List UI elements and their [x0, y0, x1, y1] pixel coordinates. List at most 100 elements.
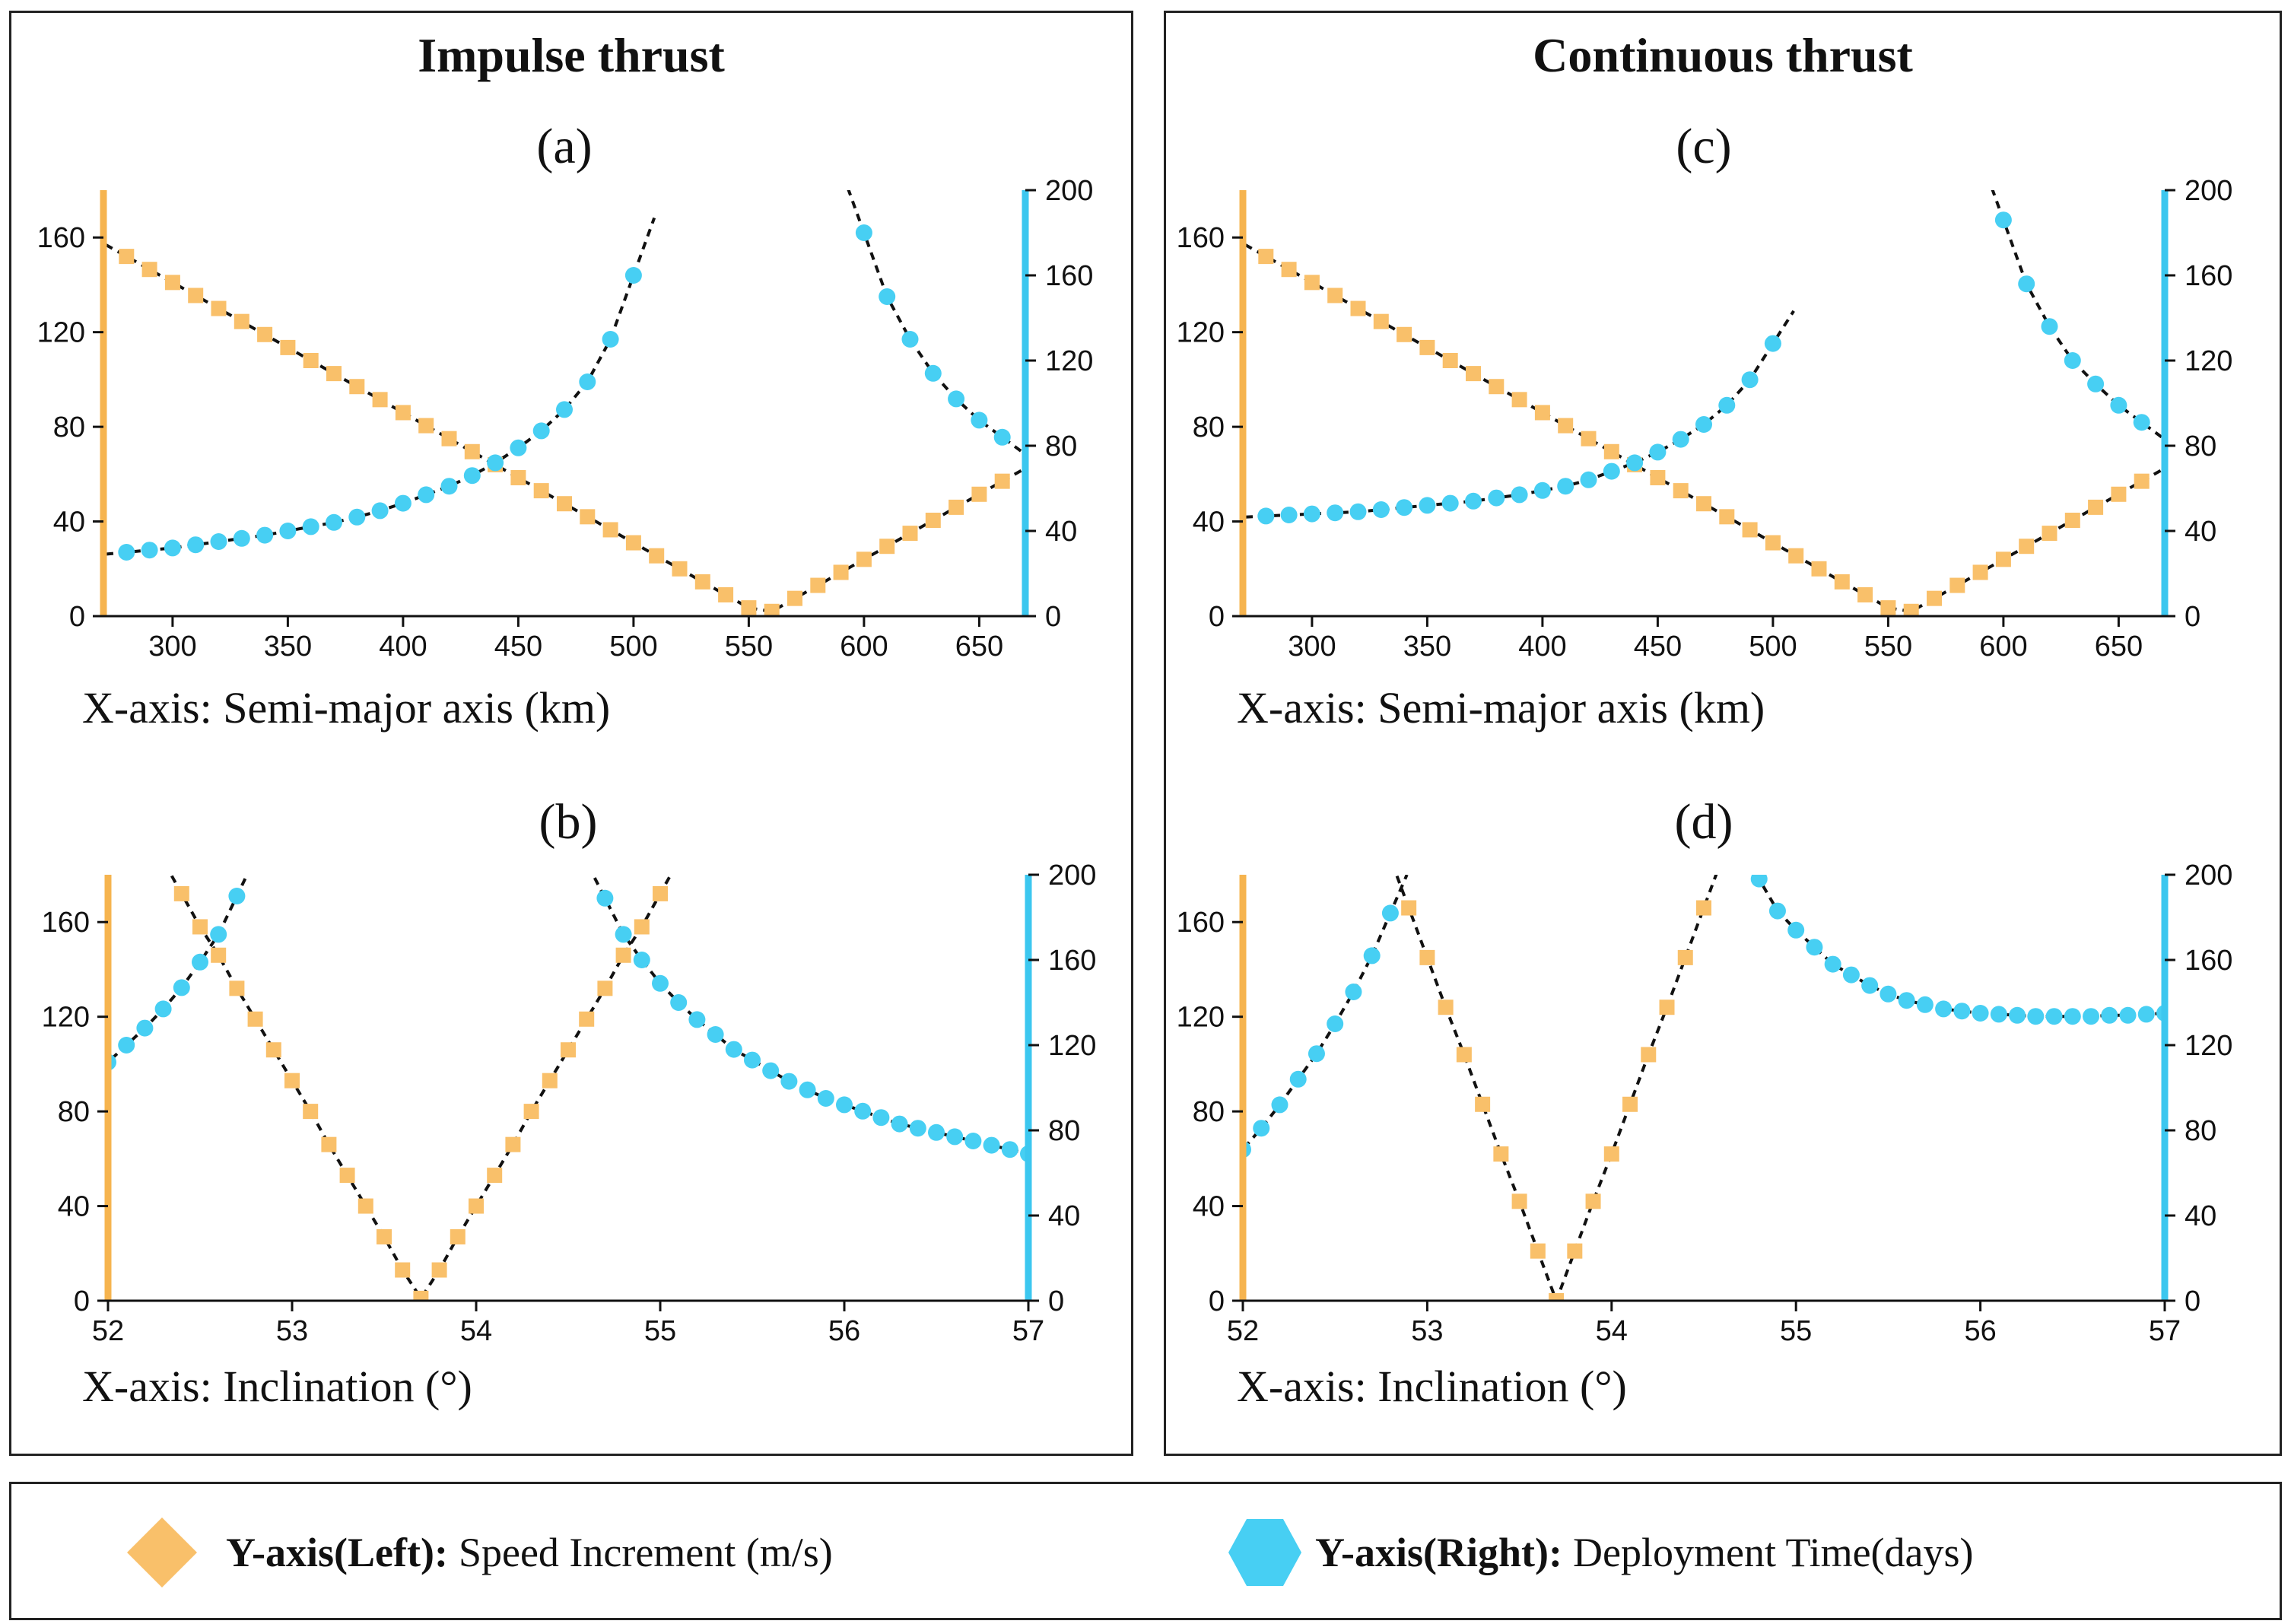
speed-point [764, 603, 780, 616]
y-left-tick-label: 0 [69, 601, 85, 633]
time-point [1750, 875, 1768, 888]
speed-point [902, 526, 918, 542]
speed-point [1511, 1193, 1527, 1209]
y-left-tick-label: 120 [1177, 1002, 1225, 1034]
speed-point [1549, 1293, 1565, 1301]
y-left-tick-label: 0 [1209, 601, 1225, 633]
y-right-tick-label: 120 [2185, 1030, 2232, 1062]
time-point [901, 331, 919, 348]
time-point [141, 542, 158, 559]
time-point [1787, 921, 1805, 939]
time-point [1672, 431, 1689, 448]
speed-point [1442, 353, 1458, 368]
x-tick-label: 500 [1749, 631, 1797, 663]
speed-point [1466, 366, 1481, 382]
time-point [909, 1120, 926, 1137]
time-point [924, 364, 942, 382]
speed-point [1603, 1146, 1619, 1162]
chart-d: (d)52 53 54 55 56 570408012016004080120160200… [1177, 794, 2233, 1411]
speed-point [625, 535, 641, 551]
speed-point [303, 353, 319, 368]
speed-point [1673, 483, 1689, 499]
x-tick-label: 350 [1403, 631, 1451, 663]
speed-point [418, 418, 434, 434]
speed-point [2064, 513, 2080, 528]
time-point [1898, 992, 1915, 1009]
speed-point [994, 473, 1010, 489]
speed-point [265, 1042, 281, 1058]
speed-point [597, 980, 613, 996]
fit-line-b-1-1 [591, 875, 1028, 1155]
speed-point [192, 919, 208, 935]
time-point [326, 513, 342, 531]
x-tick-label: 650 [2095, 631, 2143, 663]
y-left-tick-label: 120 [1177, 317, 1225, 349]
speed-point [164, 275, 180, 291]
time-point [1806, 939, 1823, 956]
x-tick-label: 400 [1518, 631, 1566, 663]
speed-point [1811, 561, 1827, 577]
speed-point [1258, 249, 1274, 265]
speed-point [1401, 900, 1417, 916]
y-right-tick-label: 80 [2185, 431, 2216, 462]
y-right-tick-label: 0 [2185, 601, 2200, 633]
time-point [1533, 481, 1551, 499]
time-point [2083, 1008, 2100, 1025]
time-point [928, 1123, 945, 1141]
speed-point [321, 1136, 337, 1152]
speed-point [1456, 1047, 1472, 1063]
x-axis-label-d: X-axis: Inclination (°) [1237, 1362, 1627, 1411]
time-point [2137, 1006, 2155, 1023]
speed-point [234, 313, 249, 329]
time-point [154, 1000, 172, 1018]
speed-point [173, 885, 189, 901]
time-point [1363, 947, 1381, 965]
y-left-tick-label: 160 [42, 907, 90, 939]
time-point [652, 974, 669, 992]
fit-line-c-1-1 [1991, 190, 2164, 440]
time-point [1580, 471, 1597, 488]
time-point [836, 1096, 853, 1114]
speed-point [579, 1011, 595, 1027]
speed-point [510, 470, 526, 485]
speed-point [1857, 587, 1873, 602]
speed-point [580, 509, 596, 525]
speed-point [1419, 339, 1435, 355]
time-point [279, 523, 297, 539]
time-point [1603, 462, 1620, 480]
y-left-tick-label: 40 [53, 507, 85, 539]
time-point [164, 539, 181, 557]
time-point [532, 422, 550, 440]
y-right-tick-label: 200 [1048, 860, 1096, 891]
speed-point [653, 885, 668, 901]
time-point [2064, 352, 2081, 369]
chart-title-a: (a) [536, 119, 592, 174]
speed-point [469, 1198, 484, 1214]
y-left-tick-label: 160 [37, 222, 85, 254]
time-point [1764, 335, 1781, 352]
speed-point [1742, 522, 1758, 538]
time-point [1419, 497, 1436, 514]
y-right-tick-label: 40 [1048, 1200, 1080, 1232]
speed-point [634, 919, 650, 935]
x-tick-label: 650 [955, 631, 1003, 663]
time-point [1824, 955, 1841, 973]
speed-point [1350, 300, 1366, 316]
time-point [256, 526, 274, 544]
y-right-tick-label: 120 [1045, 345, 1093, 377]
x-tick-label: 54 [1596, 1315, 1628, 1347]
speed-point [1949, 577, 1965, 593]
x-tick-label: 400 [379, 631, 427, 663]
y-left-tick-label: 160 [1177, 222, 1225, 254]
speed-point [2019, 539, 2035, 555]
time-point [302, 518, 319, 536]
time-point [744, 1051, 761, 1069]
y-left-tick-label: 0 [74, 1286, 90, 1317]
fit-line-b-1-0 [108, 875, 249, 1065]
time-point [762, 1062, 780, 1079]
speed-point [602, 522, 618, 538]
time-point [1327, 504, 1344, 522]
time-point [1990, 1006, 2007, 1023]
speed-point [247, 1011, 263, 1027]
time-point [1557, 478, 1574, 495]
